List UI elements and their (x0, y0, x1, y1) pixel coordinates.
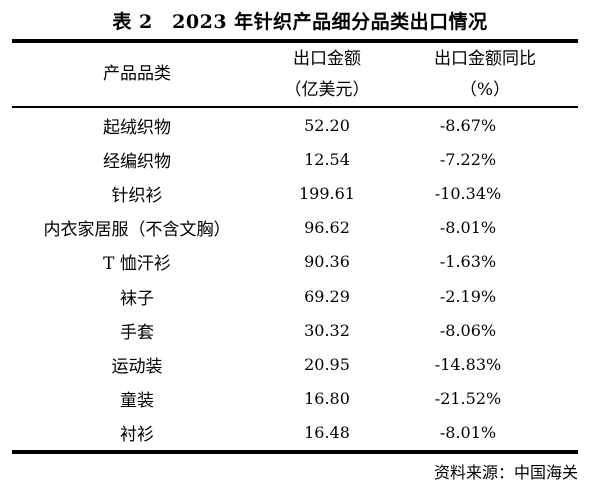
yoy-cell: -14.83% (434, 354, 502, 374)
yoy-cell: -1.63% (439, 252, 497, 272)
table-row: 内衣家居服（不含文胸） 96.62 -8.01% (12, 211, 578, 245)
category-cell: 起绒织物 (103, 117, 171, 138)
header-yoy-line1: 出口金额同比 (434, 48, 536, 69)
table-title: 表 2 2023 年针织产品细分品类出口情况 (112, 11, 488, 33)
header-amount-line2: （亿美元） (284, 79, 370, 100)
header-amount-line1: 出口金额 (293, 48, 361, 69)
amount-cell: 16.80 (304, 389, 350, 409)
amount-cell: 20.95 (304, 354, 350, 374)
category-cell: T 恤汗衫 (103, 254, 171, 275)
table-row: 手套 30.32 -8.06% (12, 313, 578, 347)
table-body: 起绒织物 52.20 -8.67% 经编织物 12.54 -7.22% 针织衫 … (12, 107, 578, 452)
category-cell: 运动装 (111, 356, 163, 377)
table-row: T 恤汗衫 90.36 -1.63% (12, 245, 578, 279)
category-cell: 袜子 (120, 288, 154, 309)
amount-cell: 12.54 (304, 149, 350, 169)
export-data-table: 产品品类 出口金额 （亿美元） 出口金额同比 （%） 起绒织物 52.20 -8… (12, 39, 578, 454)
header-category-label: 产品品类 (103, 64, 171, 84)
yoy-cell: -7.22% (439, 149, 497, 169)
category-cell: 针织衫 (111, 185, 163, 206)
yoy-cell: -21.52% (434, 389, 502, 409)
header-cell-yoy: 出口金额同比 （%） (392, 41, 578, 108)
table-row: 针织衫 199.61 -10.34% (12, 176, 578, 210)
yoy-cell: -10.34% (434, 183, 502, 203)
amount-cell: 52.20 (304, 115, 350, 135)
header-yoy-line2: （%） (459, 79, 511, 100)
amount-cell: 90.36 (304, 252, 350, 272)
category-cell: 衬衫 (120, 425, 154, 446)
yoy-cell: -8.06% (439, 320, 497, 340)
amount-cell: 69.29 (304, 286, 350, 306)
yoy-cell: -8.01% (439, 423, 497, 443)
yoy-cell: -2.19% (439, 286, 497, 306)
category-cell: 内衣家居服（不含文胸） (43, 220, 231, 241)
header-cell-amount: 出口金额 （亿美元） (262, 41, 392, 108)
table-row: 运动装 20.95 -14.83% (12, 347, 578, 381)
category-cell: 经编织物 (103, 151, 171, 172)
category-cell: 手套 (120, 322, 154, 343)
table-row: 经编织物 12.54 -7.22% (12, 142, 578, 176)
amount-cell: 16.48 (304, 423, 350, 443)
table-row: 衬衫 16.48 -8.01% (12, 416, 578, 452)
category-cell: 童装 (120, 391, 154, 412)
source-note: 资料来源：中国海关 (433, 462, 578, 482)
table-header: 产品品类 出口金额 （亿美元） 出口金额同比 （%） (12, 41, 578, 108)
yoy-cell: -8.67% (439, 115, 497, 135)
header-cell-category: 产品品类 (12, 41, 262, 108)
amount-cell: 30.32 (304, 320, 350, 340)
table-row: 袜子 69.29 -2.19% (12, 279, 578, 313)
amount-cell: 199.61 (299, 183, 355, 203)
yoy-cell: -8.01% (439, 218, 497, 238)
amount-cell: 96.62 (304, 218, 350, 238)
header-row: 产品品类 出口金额 （亿美元） 出口金额同比 （%） (12, 41, 578, 108)
table-row: 起绒织物 52.20 -8.67% (12, 107, 578, 142)
table-row: 童装 16.80 -21.52% (12, 382, 578, 416)
